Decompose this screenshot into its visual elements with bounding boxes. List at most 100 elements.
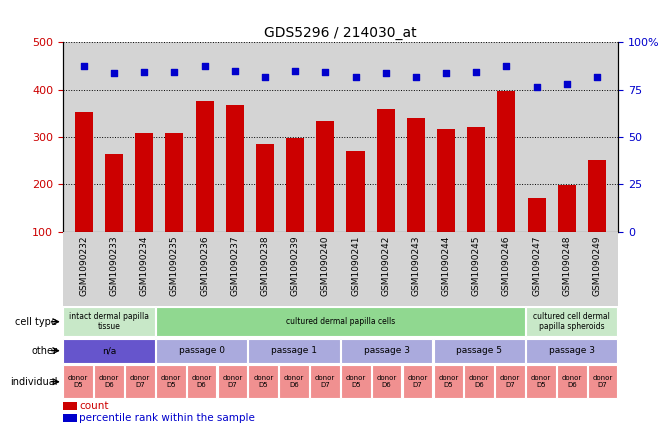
Bar (63, 338, 155, 363)
Text: cultured cell dermal
papilla spheroids: cultured cell dermal papilla spheroids (533, 312, 610, 331)
Bar (63, 307, 155, 336)
Text: donor
D6: donor D6 (469, 375, 489, 388)
Text: GSM1090239: GSM1090239 (291, 236, 299, 296)
Text: donor
D7: donor D7 (592, 375, 613, 388)
Bar (377, 109, 395, 279)
Bar (558, 185, 576, 279)
Bar (156, 338, 247, 363)
Bar (226, 105, 244, 279)
Bar (286, 138, 304, 279)
Text: GSM1090236: GSM1090236 (200, 236, 209, 296)
Text: GSM1090245: GSM1090245 (472, 236, 481, 296)
Text: GSM1090243: GSM1090243 (411, 236, 420, 296)
Point (79, 63, 89, 69)
Bar (63, 365, 93, 398)
Text: individual: individual (10, 377, 58, 387)
Bar (497, 91, 516, 279)
Bar (249, 365, 278, 398)
Point (380, 69, 391, 76)
Bar (465, 365, 494, 398)
Bar (156, 365, 186, 398)
Bar (187, 365, 216, 398)
Bar (249, 338, 340, 363)
Point (410, 74, 421, 81)
Bar (105, 154, 123, 279)
Point (139, 69, 149, 76)
Bar (588, 365, 617, 398)
Bar (63, 232, 618, 306)
Bar (434, 338, 525, 363)
Bar (526, 365, 556, 398)
Point (200, 63, 210, 69)
Bar (63, 402, 77, 410)
Text: GSM1090242: GSM1090242 (381, 236, 390, 296)
Text: GSM1090232: GSM1090232 (79, 236, 89, 296)
Text: GSM1090244: GSM1090244 (442, 236, 451, 296)
Text: donor
D5: donor D5 (346, 375, 366, 388)
Text: GSM1090240: GSM1090240 (321, 236, 330, 296)
Point (169, 69, 180, 76)
Bar (156, 307, 525, 336)
Text: GSM1090241: GSM1090241 (351, 236, 360, 296)
Text: other: other (31, 346, 58, 356)
Point (561, 81, 572, 88)
Point (531, 83, 542, 90)
Text: GSM1090235: GSM1090235 (170, 236, 179, 296)
Text: n/a: n/a (102, 346, 116, 355)
Text: passage 3: passage 3 (549, 346, 595, 355)
Text: donor
D6: donor D6 (284, 375, 304, 388)
Title: GDS5296 / 214030_at: GDS5296 / 214030_at (264, 26, 416, 40)
Text: donor
D5: donor D5 (438, 375, 459, 388)
Text: donor
D5: donor D5 (253, 375, 274, 388)
Bar (256, 144, 274, 279)
Text: donor
D5: donor D5 (161, 375, 181, 388)
Bar (75, 112, 93, 279)
Point (592, 74, 602, 81)
Bar (434, 365, 463, 398)
Text: count: count (79, 401, 109, 411)
Bar (280, 365, 309, 398)
Text: donor
D6: donor D6 (99, 375, 119, 388)
Point (109, 70, 120, 77)
Bar (495, 365, 525, 398)
Text: passage 5: passage 5 (456, 346, 502, 355)
Text: donor
D7: donor D7 (130, 375, 150, 388)
Text: donor
D6: donor D6 (192, 375, 212, 388)
Text: donor
D5: donor D5 (531, 375, 551, 388)
Bar (526, 307, 617, 336)
Bar (95, 365, 124, 398)
Point (441, 69, 451, 76)
Text: GSM1090237: GSM1090237 (230, 236, 239, 296)
Bar (588, 160, 606, 279)
Bar (526, 338, 617, 363)
Point (260, 74, 270, 80)
Text: donor
D6: donor D6 (562, 375, 582, 388)
Text: passage 1: passage 1 (271, 346, 317, 355)
Bar (372, 365, 401, 398)
Bar (527, 198, 545, 279)
Bar (467, 127, 485, 279)
Bar (341, 338, 432, 363)
Point (229, 67, 240, 74)
Text: percentile rank within the sample: percentile rank within the sample (79, 413, 255, 423)
Point (320, 68, 330, 75)
Text: GSM1090238: GSM1090238 (260, 236, 270, 296)
Point (350, 74, 361, 81)
Bar (316, 121, 334, 279)
Bar (341, 365, 371, 398)
Text: GSM1090247: GSM1090247 (532, 236, 541, 296)
Text: passage 3: passage 3 (364, 346, 410, 355)
Bar (136, 133, 153, 279)
Bar (346, 151, 365, 279)
Text: GSM1090233: GSM1090233 (110, 236, 118, 296)
Point (471, 69, 481, 76)
Text: donor
D7: donor D7 (500, 375, 520, 388)
Bar (403, 365, 432, 398)
Bar (407, 118, 425, 279)
Text: donor
D7: donor D7 (315, 375, 335, 388)
Text: passage 0: passage 0 (178, 346, 225, 355)
Point (290, 67, 301, 74)
Point (501, 63, 512, 69)
Text: donor
D7: donor D7 (407, 375, 428, 388)
Bar (63, 414, 77, 422)
